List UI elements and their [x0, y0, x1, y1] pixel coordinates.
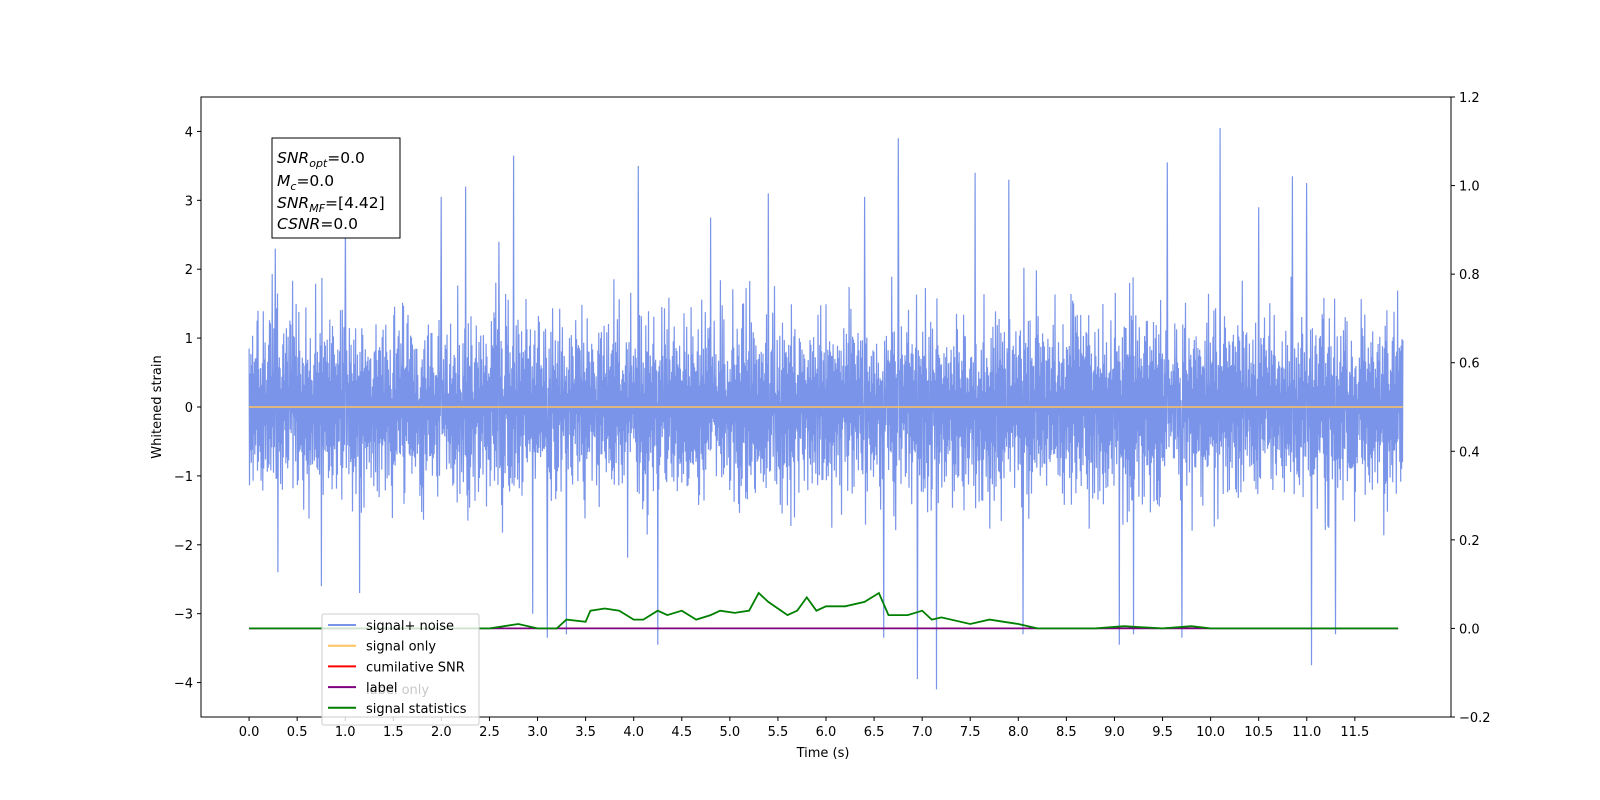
legend-label: cumilative SNR: [366, 660, 465, 675]
x-tick-label: 10.0: [1196, 725, 1225, 740]
y-tick-label: 0: [185, 401, 193, 416]
x-tick-label: 6.0: [816, 725, 837, 740]
x-tick-label: 4.0: [623, 725, 644, 740]
x-tick-label: 5.5: [768, 725, 789, 740]
signal-noise-series: [248, 127, 1404, 690]
y2-tick-label: 0.6: [1459, 357, 1480, 372]
y2-tick-label: 0.4: [1459, 445, 1480, 460]
x-tick-label: 1.0: [335, 725, 356, 740]
legend-label: signal statistics: [366, 702, 467, 717]
x-tick-label: 0.5: [287, 725, 308, 740]
y-tick-label: −1: [174, 470, 193, 485]
y-axis-label: Whitened strain: [150, 355, 165, 458]
series-line-signal-statistics: [249, 591, 1399, 630]
x-tick-label: 10.5: [1244, 725, 1273, 740]
stats-mc: Mc=0.0: [277, 172, 334, 193]
y-axis-right: −0.2 0.0 0.2 0.4 0.6 0.8 1.0 1.2: [1451, 91, 1491, 726]
x-tick-label: 8.0: [1008, 725, 1029, 740]
x-tick-label: 2.0: [431, 725, 452, 740]
x-tick-label: 9.0: [1104, 725, 1125, 740]
x-tick-label: 1.5: [383, 725, 404, 740]
x-tick-label: 7.5: [960, 725, 981, 740]
y2-tick-label: −0.2: [1459, 711, 1491, 726]
x-tick-label: 5.0: [720, 725, 741, 740]
stats-csnr: CSNR=0.0: [277, 215, 358, 233]
x-axis-label: Time (s): [796, 746, 850, 761]
x-tick-label: 11.0: [1292, 725, 1321, 740]
stats-box: SNRopt=0.0 Mc=0.0 SNRMF=[4.42] CSNR=0.0: [271, 137, 401, 239]
legend-label: signal only: [366, 640, 436, 655]
x-tick-label: 3.5: [575, 725, 596, 740]
stats-snr-opt: SNRopt=0.0: [277, 149, 365, 170]
stats-snr-mf: SNRMF=[4.42]: [277, 194, 385, 215]
x-tick-label: 9.5: [1152, 725, 1173, 740]
x-tick-label: 6.5: [864, 725, 885, 740]
legend-label: signal+ noise: [366, 619, 454, 634]
x-tick-label: 8.5: [1056, 725, 1077, 740]
y-axis-left: −4 −3 −2 −1 0 1 2 3 4: [174, 125, 201, 692]
x-tick-label: 11.5: [1340, 725, 1369, 740]
y-tick-label: −2: [174, 539, 193, 554]
legend: label only signal+ noise signal only cumil…: [321, 613, 480, 726]
x-tick-label: 0.0: [239, 725, 260, 740]
y-tick-label: 2: [185, 263, 193, 278]
y-tick-label: −3: [174, 608, 193, 623]
y-tick-label: 4: [185, 125, 193, 140]
x-tick-label: 3.0: [527, 725, 548, 740]
y2-tick-label: 1.0: [1459, 180, 1480, 195]
x-axis: 0.0 0.5 1.0 1.5 2.0 2.5 3.0 3.5 4.0 4.5 5.0 5.5 6.0 6…: [239, 717, 1369, 740]
y-tick-label: 3: [185, 194, 193, 209]
y2-tick-label: 0.2: [1459, 534, 1480, 549]
y2-tick-label: 0.8: [1459, 268, 1480, 283]
y-tick-label: −4: [174, 677, 193, 692]
y2-tick-label: 1.2: [1459, 91, 1480, 106]
y-tick-label: 1: [185, 332, 193, 347]
y2-tick-label: 0.0: [1459, 622, 1480, 637]
x-tick-label: 7.0: [912, 725, 933, 740]
legend-label: label: [366, 681, 397, 696]
x-tick-label: 2.5: [479, 725, 500, 740]
legend-hidden-text: label only: [366, 683, 429, 698]
series-line-signal-noise: [248, 127, 1404, 690]
x-tick-label: 4.5: [671, 725, 692, 740]
